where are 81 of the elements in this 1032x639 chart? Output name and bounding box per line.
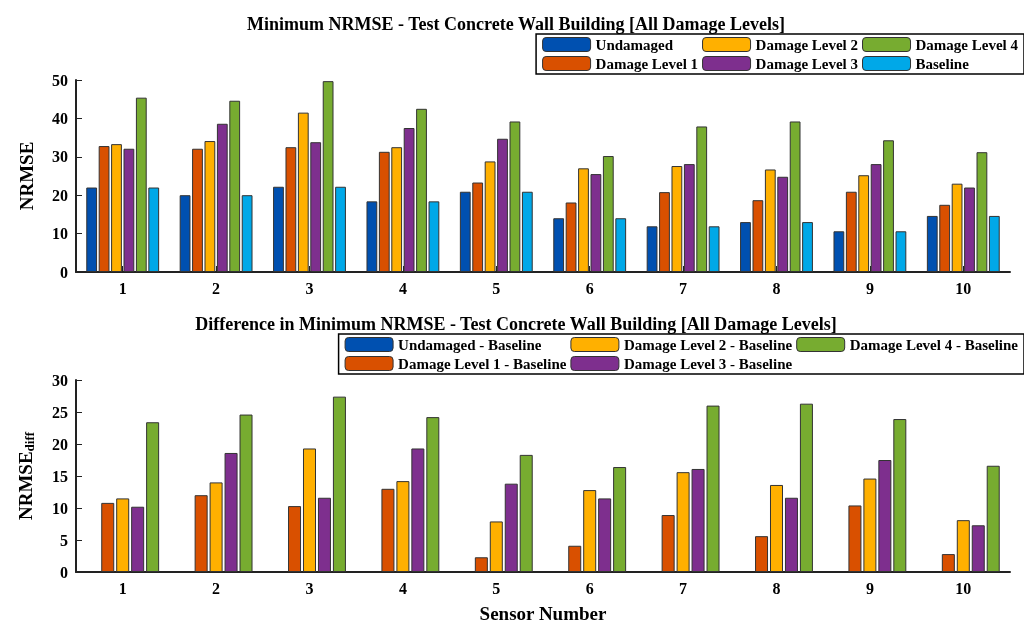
bar [708,226,720,272]
x-tick-label: 9 [865,279,874,297]
bar [755,536,769,572]
bar [770,484,783,572]
x-tick-label: 10 [955,279,972,297]
bar [86,187,98,272]
x-tick-label: 7 [679,579,688,597]
bar [146,422,160,572]
bar [366,201,378,272]
bar [988,215,1000,272]
bar [784,497,798,572]
bar [971,525,985,572]
y-tick-label: 0 [60,263,68,281]
x-tick-label: 3 [305,579,314,597]
bar [116,498,130,572]
bar [474,557,488,572]
x-tick-label: 5 [492,579,501,597]
y-tick-label: 15 [52,467,68,485]
legend-label: Damage Level 1 [595,55,699,72]
y-tick-label: 5 [60,531,68,549]
y-axis-title: NRMSEdiff [15,431,37,521]
x-tick-label: 3 [305,279,314,297]
x-tick-label: 4 [398,579,407,597]
legend-label: Baseline [915,55,970,72]
legend-label: Damage Level 4 [915,36,1019,53]
chart-title: Difference in Minimum NRMSE - Test Concrete Wall Building [All Damage Levels] [195,314,837,334]
x-tick-label: 8 [772,579,781,597]
bar [941,554,955,572]
x-tick-label: 1 [118,279,127,297]
y-tick-label: 0 [60,563,68,581]
chart-title: Minimum NRMSE - Test Concrete Wall Building [All Damage Levels] [247,14,785,34]
x-tick-label: 5 [492,279,501,297]
x-tick-label: 9 [865,579,874,597]
bar [317,497,331,572]
bar [956,520,970,572]
x-tick-label: 4 [398,279,407,297]
y-tick-label: 25 [52,403,68,421]
bar [986,465,1000,572]
bar [521,191,533,272]
bar [553,218,565,272]
legend-label: Damage Level 3 [755,55,859,72]
y-tick-label: 50 [52,71,68,89]
bar [101,502,115,572]
legend-label: Damage Level 2 - Baseline [623,336,793,353]
y-tick-label: 10 [52,499,68,517]
x-tick-label: 2 [212,279,221,297]
x-tick-label: 8 [772,279,781,297]
y-tick-label: 10 [52,225,68,243]
x-tick-label: 7 [679,279,688,297]
legend-label: Damage Level 2 [755,36,859,53]
x-tick-label: 1 [118,579,127,597]
legend-label: Undamaged - Baseline [398,336,542,353]
bar [504,483,518,572]
legend-label: Damage Level 1 - Baseline [398,355,567,372]
legend-label: Undamaged [595,36,674,53]
x-tick-label: 10 [955,579,972,597]
bar [489,521,503,572]
bar [288,506,302,572]
bar [598,498,612,572]
bar [519,454,533,572]
y-tick-label: 30 [52,371,68,389]
y-axis-title: NRMSE [16,141,37,211]
bar [332,396,346,572]
legend-label: Damage Level 3 - Baseline [623,355,793,372]
bar [833,231,845,272]
x-axis-title: Sensor Number [479,603,607,624]
y-tick-label: 30 [52,148,68,166]
x-tick-label: 6 [585,279,594,297]
bar [568,545,582,572]
y-tick-label: 40 [52,109,68,127]
y-tick-label: 20 [52,435,68,453]
bar [613,467,627,572]
legend-label: Damage Level 4 - Baseline [849,336,1019,353]
bar [303,448,316,572]
bar [131,506,145,572]
x-tick-label: 6 [585,579,594,597]
y-tick-label: 20 [52,186,68,204]
bar [241,195,253,272]
bar [583,490,597,572]
bar [799,403,813,572]
x-tick-label: 2 [212,579,221,597]
